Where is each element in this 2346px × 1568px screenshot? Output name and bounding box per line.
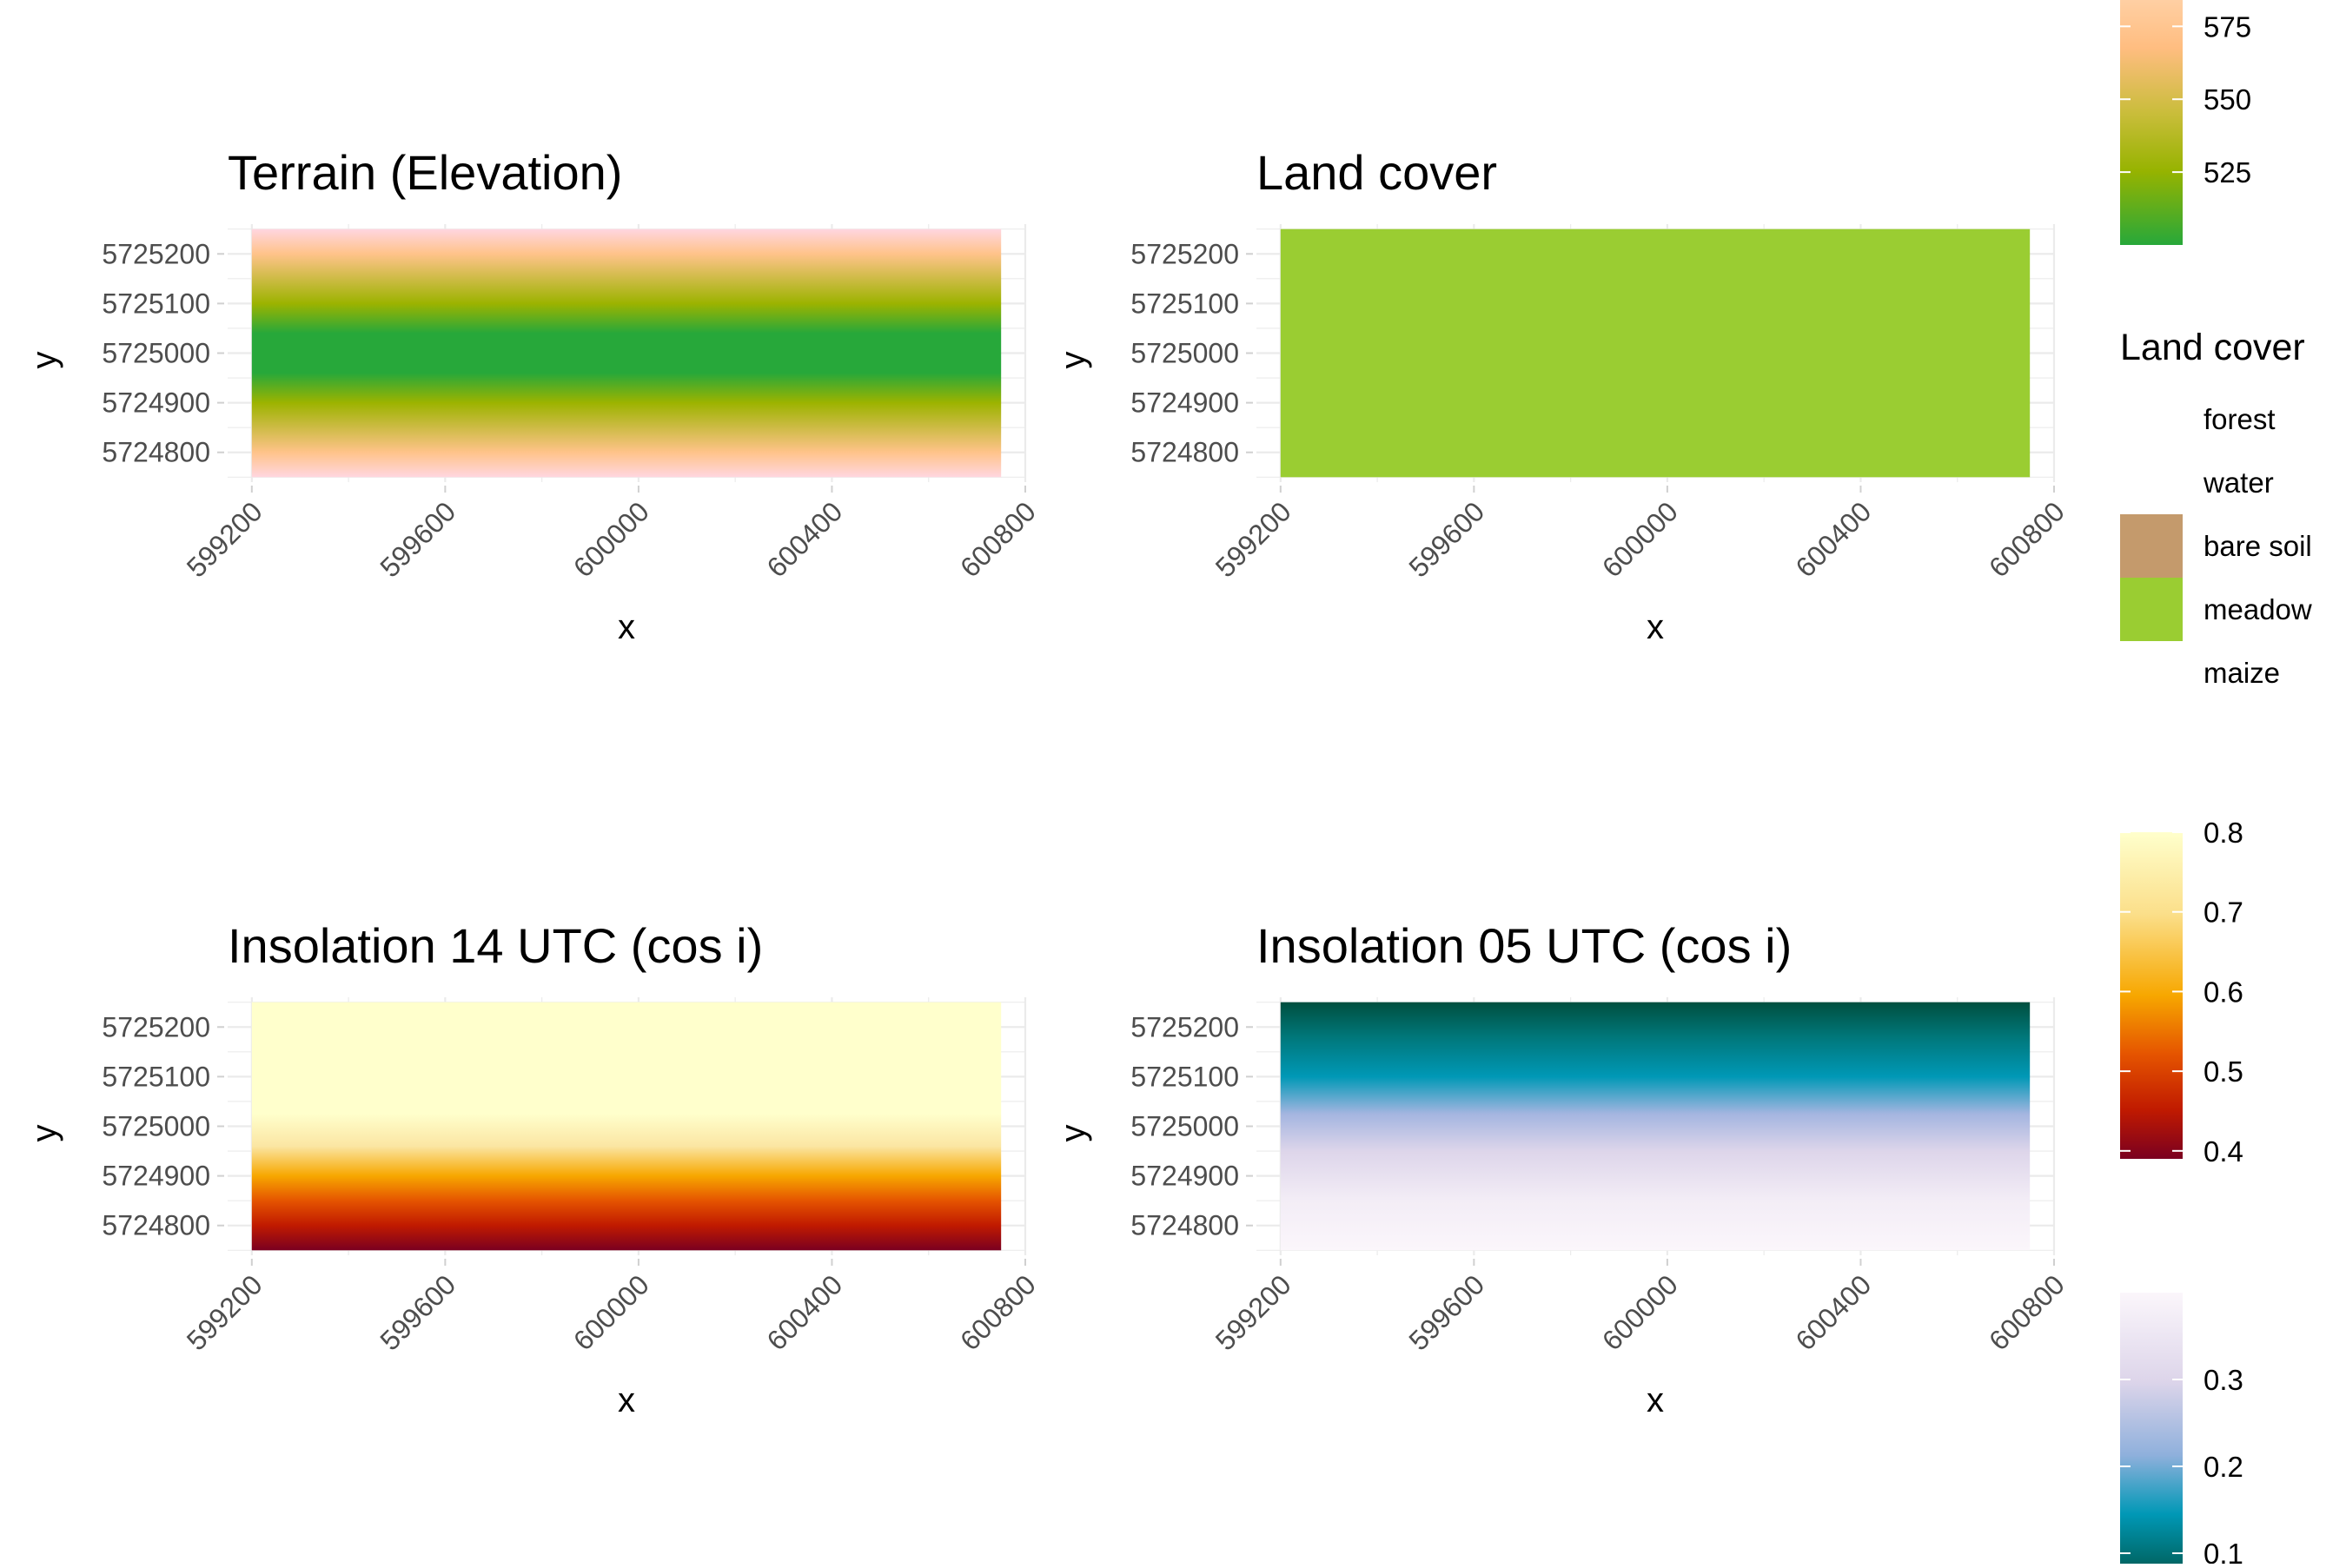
- legend-landcover: Land cover forest water bare soil meadow mai…: [2120, 327, 2312, 705]
- colorbar: [2120, 832, 2183, 1159]
- legend-key: [2120, 514, 2183, 578]
- legend-title: Land cover: [2120, 327, 2305, 368]
- y-tick-label: 5725000: [102, 1111, 210, 1142]
- legend-key: [2120, 387, 2183, 451]
- x-tick-label: 599600: [374, 1268, 461, 1356]
- y-tick-label: 5725200: [102, 1011, 210, 1042]
- legend-key: [2120, 641, 2183, 705]
- x-tick-label: 599200: [181, 1268, 268, 1356]
- x-tick-label: 600400: [1789, 1268, 1877, 1356]
- y-tick-label: 5725000: [1130, 1111, 1239, 1142]
- y-tick-label: 5724900: [102, 1161, 210, 1192]
- y-tick-label: 5724800: [1130, 1210, 1239, 1241]
- x-tick-label: 600800: [954, 1268, 1042, 1356]
- y-axis-title: y: [25, 1125, 63, 1142]
- panel-title: Land cover: [1256, 145, 1497, 200]
- panel-insolation-14: Insolation 14 UTC (cos i) 599200 599600 60…: [25, 918, 1042, 1419]
- x-tick-label: 600000: [567, 1268, 655, 1356]
- x-tick-label: 600000: [1596, 495, 1684, 583]
- y-tick-label: 5724900: [1130, 1161, 1239, 1192]
- y-tick-label: 5725100: [102, 288, 210, 319]
- legend-label: 0.3: [2204, 1364, 2243, 1396]
- legend-insolation-14: 0.8 0.7 0.6 0.5 0.4: [2120, 817, 2243, 1168]
- panel-terrain: Terrain (Elevation) 599200 599600 600000 60…: [25, 145, 1042, 646]
- legend-label: 550: [2204, 83, 2251, 116]
- raster-cell: [1280, 1002, 2031, 1251]
- x-tick-label: 599200: [1209, 495, 1297, 583]
- x-axis-title: x: [618, 1381, 635, 1419]
- panel-insolation-05: Insolation 05 UTC (cos i) 599200 599600 60…: [1054, 918, 2071, 1419]
- legend-label: maize: [2204, 657, 2280, 689]
- legend-label: forest: [2204, 403, 2276, 435]
- x-tick-label: 599600: [1402, 495, 1490, 583]
- y-tick-label: 5724800: [102, 1210, 210, 1241]
- raster: [1280, 228, 2031, 478]
- x-tick-label: 600000: [1596, 1268, 1684, 1356]
- x-tick-label: 600800: [954, 495, 1042, 583]
- x-axis-title: x: [1647, 608, 1664, 646]
- x-axis-title: x: [1647, 1381, 1664, 1419]
- legend-label: meadow: [2204, 593, 2312, 625]
- y-tick-label: 5724800: [102, 437, 210, 468]
- y-tick-label: 5724900: [102, 387, 210, 419]
- raster-cell: [251, 1002, 1002, 1251]
- legend-label: 0.5: [2204, 1055, 2243, 1088]
- y-axis-title: y: [1054, 1125, 1092, 1142]
- legend-label: 0.8: [2204, 817, 2243, 849]
- y-tick-label: 5725000: [102, 338, 210, 369]
- x-tick-label: 600000: [567, 495, 655, 583]
- legend-label: water: [2203, 466, 2274, 499]
- x-tick-label: 599600: [1402, 1268, 1490, 1356]
- legend-label: 525: [2204, 156, 2251, 189]
- raster-cell: [251, 228, 1002, 478]
- raster-cell: [1280, 228, 2031, 478]
- x-tick-label: 600800: [1983, 1268, 2071, 1356]
- legend-label: 0.4: [2204, 1135, 2243, 1168]
- x-tick-label: 599600: [374, 495, 461, 583]
- x-tick-label: 600800: [1983, 495, 2071, 583]
- y-tick-label: 5725200: [1130, 238, 1239, 269]
- y-tick-label: 5725100: [1130, 1061, 1239, 1092]
- y-tick-label: 5725100: [1130, 288, 1239, 319]
- colorbar: [2120, 0, 2183, 245]
- raster: [251, 228, 1002, 478]
- x-tick-label: 600400: [1789, 495, 1877, 583]
- legend-label: 0.2: [2204, 1451, 2243, 1483]
- legend-label: 0.6: [2204, 976, 2243, 1008]
- y-tick-label: 5725100: [102, 1061, 210, 1092]
- x-tick-label: 600400: [760, 1268, 848, 1356]
- y-tick-label: 5725200: [1130, 1011, 1239, 1042]
- legend-label: 0.1: [2204, 1538, 2243, 1564]
- legend-elevation: 575 550 525: [2120, 0, 2251, 245]
- panel-landcover: Land cover 599200 599600 600000 600400 60080…: [1054, 145, 2071, 646]
- raster: [1280, 1002, 2031, 1251]
- panel-title: Terrain (Elevation): [228, 145, 622, 200]
- y-tick-label: 5725000: [1130, 338, 1239, 369]
- colorbar: [2120, 1293, 2183, 1568]
- panel-title: Insolation 14 UTC (cos i): [228, 918, 763, 973]
- panel-title: Insolation 05 UTC (cos i): [1256, 918, 1792, 973]
- legend-insolation-05: 0.3 0.2 0.1: [2120, 1293, 2243, 1568]
- legend-label: bare soil: [2204, 530, 2312, 562]
- y-axis-title: y: [25, 352, 63, 369]
- x-tick-label: 599200: [1209, 1268, 1297, 1356]
- legend-label: 575: [2204, 10, 2251, 43]
- x-tick-label: 600400: [760, 495, 848, 583]
- x-tick-label: 599200: [181, 495, 268, 583]
- y-tick-label: 5725200: [102, 238, 210, 269]
- y-tick-label: 5724800: [1130, 437, 1239, 468]
- y-tick-label: 5724900: [1130, 387, 1239, 419]
- legend-key: [2120, 578, 2183, 641]
- y-axis-title: y: [1054, 352, 1092, 369]
- legend-label: 0.7: [2204, 896, 2243, 929]
- legend-key: [2120, 451, 2183, 514]
- raster: [251, 1002, 1002, 1251]
- x-axis-title: x: [618, 608, 635, 646]
